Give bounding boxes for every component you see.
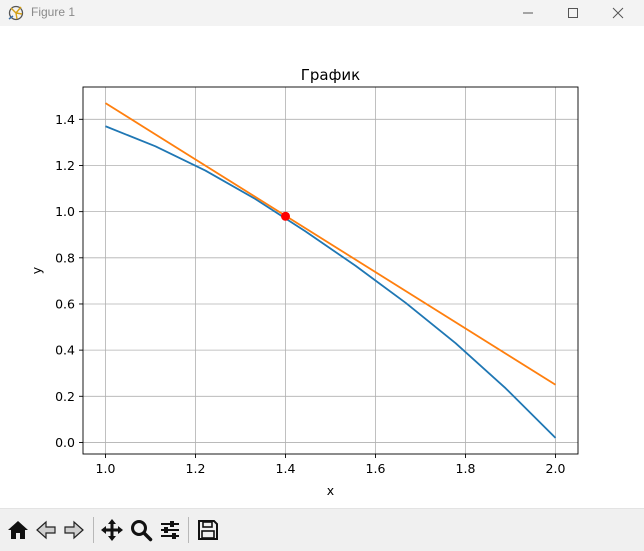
x-tick-label: 1.6	[366, 461, 386, 476]
title-bar: Figure 1	[0, 0, 644, 26]
save-button[interactable]	[194, 515, 222, 545]
save-icon	[198, 520, 218, 540]
series-line-2	[105, 102, 556, 386]
navigation-toolbar	[0, 508, 644, 551]
toolbar-separator	[93, 517, 94, 543]
close-icon	[612, 7, 624, 19]
configure-subplots-button[interactable]	[156, 515, 184, 545]
y-tick-label: 0.2	[55, 389, 75, 404]
x-tick-label: 1.0	[96, 461, 116, 476]
figure-canvas[interactable]: 1.0 1.2 1.4 1.6 1.8 2.0 0.0 0.2 0.4 0.6 0.8 1.0 1.2 1…	[0, 26, 644, 508]
y-tick-label: 0.4	[55, 343, 75, 358]
zoom-icon	[131, 520, 153, 542]
minimize-icon	[523, 12, 533, 14]
maximize-button[interactable]	[553, 0, 593, 26]
home-icon	[8, 521, 28, 539]
y-tick-label: 0.6	[55, 296, 75, 311]
y-tick-label: 1.4	[55, 112, 75, 127]
close-button[interactable]	[598, 0, 638, 26]
x-tick-label: 1.2	[186, 461, 206, 476]
forward-button[interactable]	[60, 515, 88, 545]
y-axis-label: y	[29, 266, 44, 274]
forward-icon	[64, 520, 84, 540]
data-point	[281, 211, 290, 221]
minimize-button[interactable]	[508, 0, 548, 26]
pan-icon	[101, 519, 123, 541]
chart-title: График	[301, 66, 361, 84]
x-tick-label: 2.0	[546, 461, 566, 476]
series-line-1	[105, 125, 557, 439]
plot-area	[83, 87, 578, 454]
toolbar-separator	[188, 517, 189, 543]
window-title: Figure 1	[31, 5, 76, 19]
y-tick-label: 0.8	[55, 250, 75, 265]
x-tick-label: 1.8	[456, 461, 476, 476]
zoom-button[interactable]	[127, 515, 155, 545]
y-tick-label: 0.0	[55, 435, 75, 450]
back-button[interactable]	[32, 515, 60, 545]
x-tick-label: 1.4	[276, 461, 296, 476]
maximize-icon	[568, 8, 578, 18]
configure-icon	[161, 521, 179, 539]
pan-button[interactable]	[98, 515, 126, 545]
y-tick-label: 1.2	[55, 158, 75, 173]
chart: 1.0 1.2 1.4 1.6 1.8 2.0 0.0 0.2 0.4 0.6 0.8 1.0 1.2 1…	[29, 66, 579, 498]
x-axis-label: x	[327, 483, 334, 498]
axes-frame	[82, 86, 579, 455]
app-icon	[7, 4, 25, 22]
y-tick-label: 1.0	[55, 204, 75, 219]
home-button[interactable]	[4, 515, 32, 545]
back-icon	[36, 520, 56, 540]
